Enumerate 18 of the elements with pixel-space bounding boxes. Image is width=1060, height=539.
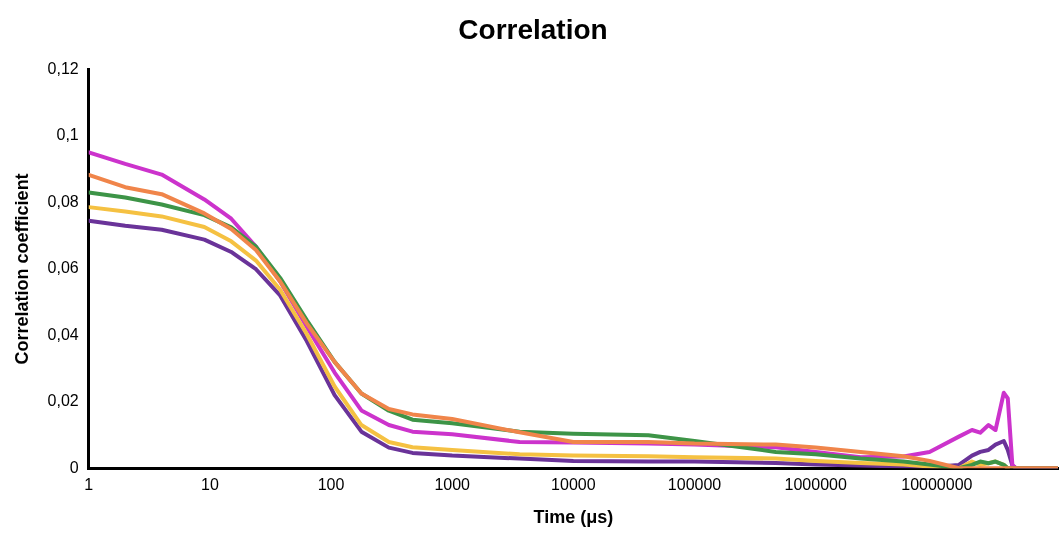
- x-tick-label: 1: [84, 476, 94, 494]
- y-tick-label: 0: [69, 458, 79, 476]
- x-axis-title: Time (μs): [533, 507, 614, 528]
- chart-title: Correlation: [458, 13, 608, 45]
- y-tick-label: 0,12: [47, 60, 79, 78]
- x-tick-label: 10000000: [901, 476, 973, 494]
- x-tick-label: 1000000: [784, 476, 847, 494]
- y-tick-label: 0,08: [47, 192, 79, 210]
- y-tick-label: 0,02: [47, 392, 79, 410]
- y-tick-label: 0,06: [47, 259, 79, 277]
- x-tick-label: 100000: [667, 476, 722, 494]
- y-tick-label: 0,1: [56, 126, 79, 144]
- x-tick-label: 1000: [434, 476, 471, 494]
- x-tick-label: 100: [317, 476, 345, 494]
- x-tick-label: 10: [201, 476, 219, 494]
- x-tick-label: 10000: [551, 476, 596, 494]
- y-tick-label: 0,04: [47, 325, 79, 343]
- y-axis-title: Correlation coefficient: [11, 173, 32, 365]
